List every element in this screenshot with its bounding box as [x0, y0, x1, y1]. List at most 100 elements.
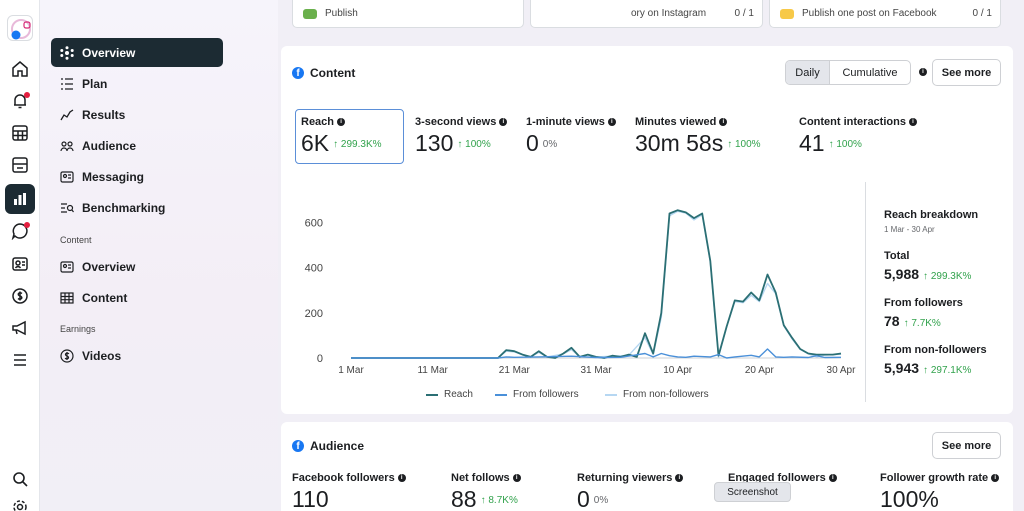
notifications-icon[interactable]: [9, 90, 31, 112]
task-instagram-text: ory on Instagram: [631, 8, 707, 19]
nav-benchmarking[interactable]: Benchmarking: [51, 193, 223, 222]
monetization-icon[interactable]: [9, 285, 31, 307]
search-icon[interactable]: [9, 468, 31, 490]
nav-videos[interactable]: Videos: [51, 341, 223, 370]
metric-facebook-followers[interactable]: Facebook followers i 110: [292, 472, 406, 511]
notification-dot: [24, 92, 30, 98]
series-line-from-followers[interactable]: [351, 348, 842, 359]
toggle-cumulative[interactable]: Cumulative: [842, 66, 898, 79]
dollar-icon: [59, 348, 75, 364]
toggle-daily[interactable]: Daily: [786, 61, 830, 84]
task-instagram[interactable]: ory on Instagram 0 / 1: [530, 0, 763, 28]
metric-3s-value: 130: [415, 130, 454, 156]
metric-follower-growth-rate[interactable]: Follower growth rate i 100%: [880, 472, 1000, 511]
menu-icon[interactable]: [9, 349, 31, 371]
info-icon: i: [675, 474, 684, 483]
nav-content[interactable]: Content: [51, 283, 223, 312]
nav-plan[interactable]: Plan: [51, 69, 223, 98]
audience-card: [281, 422, 1013, 511]
view-toggle: Daily Cumulative: [785, 60, 911, 85]
metric-returning-label: Returning viewers: [577, 472, 673, 484]
content-section-heading: Content: [60, 235, 92, 245]
metric-1m-views[interactable]: 1-minute views i 0 0%: [526, 116, 616, 157]
info-icon: i: [908, 118, 917, 127]
metric-1m-label: 1-minute views: [526, 116, 605, 128]
nav-content-overview-label: Overview: [82, 259, 136, 274]
reach-metric-selected[interactable]: [295, 109, 404, 164]
nav-audience[interactable]: Audience: [51, 131, 223, 160]
breakdown-followers-label: From followers: [884, 297, 963, 309]
facebook-icon: f: [292, 440, 304, 452]
metric-reach-value: 6K: [301, 130, 330, 156]
x-tick-label: 10 Apr: [663, 365, 693, 376]
content-overview-icon: [59, 259, 75, 275]
audience-see-more-button[interactable]: See more: [932, 432, 1001, 459]
breakdown-non-followers: From non-followers 5,943 ↑ 297.1K%: [884, 344, 987, 376]
nav-overview[interactable]: Overview: [51, 38, 223, 67]
earnings-section-heading: Earnings: [60, 324, 96, 334]
info-icon: i: [991, 474, 1000, 483]
metric-minutes-viewed[interactable]: Minutes viewed i 30m 58s ↑ 100%: [635, 116, 761, 157]
content-table-icon: [59, 290, 75, 306]
task-facebook[interactable]: Publish one post on Facebook 0 / 1: [769, 0, 1001, 28]
legend-reach[interactable]: Reach: [426, 389, 473, 400]
metric-net-follows[interactable]: Net follows i 88 ↑ 8.7K%: [451, 472, 521, 511]
metric-net-follows-value: 88: [451, 486, 477, 511]
content-card: [281, 46, 1013, 414]
metric-reach[interactable]: Reach i 6K ↑ 299.3K%: [301, 116, 382, 157]
home-icon[interactable]: [9, 58, 31, 80]
task-publish[interactable]: Publish: [292, 0, 524, 28]
posts-icon[interactable]: [9, 154, 31, 176]
legend-followers-swatch: [495, 393, 507, 396]
metric-interactions-value: 41: [799, 130, 825, 156]
breakdown-total-label: Total: [884, 250, 910, 262]
series-line-reach[interactable]: [351, 209, 842, 359]
legend-from-followers[interactable]: From followers: [495, 389, 579, 400]
legend-from-non-followers[interactable]: From non-followers: [605, 389, 709, 400]
benchmarking-icon: [59, 200, 75, 216]
breakdown-nonfollowers-label: From non-followers: [884, 344, 987, 356]
task-instagram-count: 0 / 1: [734, 8, 754, 19]
breakdown-nonfollowers-value: 5,943: [884, 360, 920, 376]
metric-net-follows-change: ↑ 8.7K%: [480, 495, 518, 506]
breakdown-followers-change: ↑ 7.7K%: [903, 318, 941, 329]
content-card-title: f Content: [292, 66, 355, 80]
content-see-more-button[interactable]: See more: [932, 59, 1001, 86]
nav-plan-label: Plan: [82, 76, 108, 91]
audience-title-text: Audience: [310, 439, 365, 453]
nav-messaging-label: Messaging: [82, 169, 145, 184]
task-facebook-text: Publish one post on Facebook: [802, 8, 937, 19]
breakdown-followers: From followers 78 ↑ 7.7K%: [884, 297, 963, 329]
metric-1m-value: 0: [526, 130, 539, 156]
metric-minutes-change: ↑ 100%: [727, 139, 761, 150]
x-tick-label: 11 Mar: [417, 365, 448, 376]
task-icon-yellow: [780, 8, 794, 19]
toggle-info-icon[interactable]: i: [919, 68, 927, 76]
nav-messaging[interactable]: Messaging: [51, 162, 223, 191]
nav-content-overview[interactable]: Overview: [51, 252, 223, 281]
audience-icon: [59, 138, 75, 154]
info-icon: i: [337, 118, 346, 127]
metric-followers-label: Facebook followers: [292, 472, 395, 484]
series-line-from-non-followers[interactable]: [351, 210, 842, 359]
id-card-icon[interactable]: [9, 253, 31, 275]
page-avatar[interactable]: [7, 15, 33, 41]
metric-1m-change: 0%: [542, 139, 558, 150]
insights-icon[interactable]: [5, 184, 35, 214]
legend-followers-label: From followers: [513, 389, 579, 400]
nav-results[interactable]: Results: [51, 100, 223, 129]
task-facebook-count: 0 / 1: [972, 8, 992, 19]
metric-returning-value: 0: [577, 486, 590, 511]
breakdown-total-value: 5,988: [884, 266, 920, 282]
metric-content-interactions[interactable]: Content interactions i 41 ↑ 100%: [799, 116, 917, 157]
y-tick-label: 400: [305, 263, 323, 275]
metric-returning-viewers[interactable]: Returning viewers i 0 0%: [577, 472, 684, 511]
metric-minutes-label: Minutes viewed: [635, 116, 717, 128]
megaphone-icon[interactable]: [9, 317, 31, 339]
settings-gear-icon[interactable]: [9, 496, 31, 511]
nav-content-label: Content: [82, 290, 128, 305]
breakdown-nonfollowers-change: ↑ 297.1K%: [923, 365, 972, 376]
metric-3s-label: 3-second views: [415, 116, 497, 128]
calendar-grid-icon[interactable]: [9, 122, 31, 144]
metric-3s-views[interactable]: 3-second views i 130 ↑ 100%: [415, 116, 508, 157]
